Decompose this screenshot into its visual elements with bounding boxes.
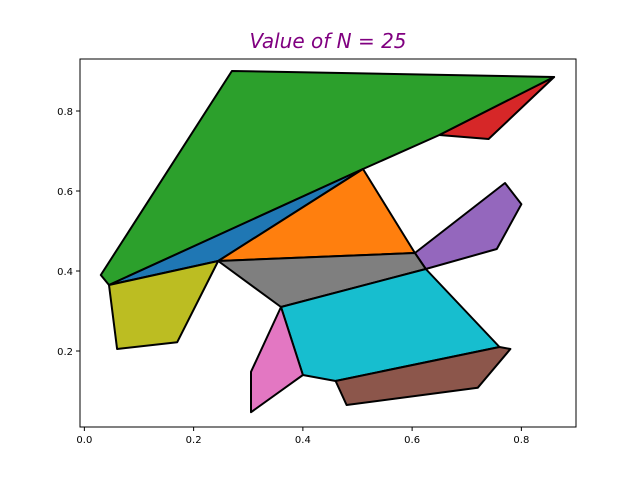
polygon-7 [108, 260, 220, 350]
y-tick-label: 0.4 [57, 267, 73, 278]
x-tick-label: 0.2 [186, 435, 202, 446]
x-tick-label: 0.4 [295, 435, 311, 446]
x-tick-label: 0.6 [404, 435, 420, 446]
chart-title: Value of N = 25 [249, 29, 406, 53]
polygon-2 [438, 76, 556, 140]
y-axis: 0.2 0.4 0.6 0.8 [57, 107, 80, 358]
plot-frame [79, 58, 577, 428]
polygon-10 [334, 346, 512, 406]
y-tick-label: 0.2 [57, 347, 73, 358]
x-tick-label: 0.0 [76, 435, 92, 446]
polygon-layer [99, 70, 556, 414]
y-tick-label: 0.8 [57, 107, 73, 118]
x-axis: 0.0 0.2 0.4 0.6 0.8 [76, 427, 529, 446]
x-tick-label: 0.8 [513, 435, 529, 446]
polygon-9 [250, 306, 304, 414]
y-tick-label: 0.6 [57, 187, 73, 198]
